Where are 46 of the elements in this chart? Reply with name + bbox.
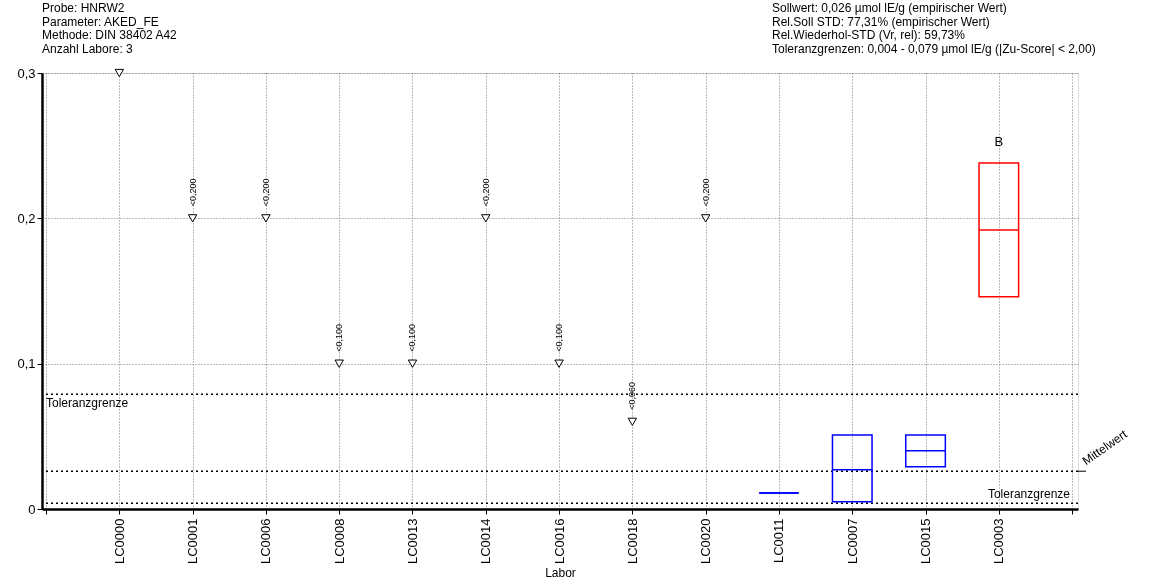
point [334,359,344,368]
data-label: <0,060 [627,382,638,410]
ref-line-label: Toleranzgrenze [987,487,1071,502]
y-tick-label: 0,1 [17,356,36,372]
x-tick-label: LC0014 [478,518,494,565]
text: Anzahl Labore: 3 [42,41,134,56]
data-label: <0,200 [260,178,271,207]
y-tick-label: 0,2 [17,210,36,226]
x-tick-label: LC0008 [331,518,347,565]
text: Toleranzgrenzen: 0,004 - 0,079 µmol lE/g (|Zu-Score| < 2,00) [772,41,1096,56]
x-tick-label: LC0003 [991,518,1007,565]
point [554,359,564,368]
annotation: B [994,134,1004,150]
point [261,214,271,223]
data-label: <0,200 [187,178,198,207]
point [627,417,638,426]
text: Methode: DIN 38402 A42 [42,28,178,42]
x-tick-label: LC0000 [111,518,127,565]
data-label: <0,200 [700,178,711,207]
x-tick-label: LC0015 [918,518,934,565]
point [700,214,711,223]
x-tick-label: LC0016 [551,518,567,565]
text: Sollwert: 0,026 µmol lE/g (empirischer Wert) [772,1,1007,15]
y-tick-label: 0 [28,501,36,517]
x-axis-title: Labor [545,566,576,581]
point [187,214,198,223]
x-tick-label: LC0001 [185,518,201,565]
x-tick-label: LC0011 [771,518,787,564]
data-label: <0,100 [334,323,345,352]
x-tick-label: LC0020 [698,518,714,565]
x-tick-label: LC0013 [405,518,420,565]
x-tick-label: LC0006 [258,518,274,565]
point [407,359,418,368]
text: Probe: HNRW2 [42,1,125,15]
point [114,68,125,78]
ref-line-label: Toleranzgrenze [46,396,129,411]
text: Rel.Wiederhol-STD (Vr, rel): 59,73% [772,28,966,42]
y-tick-label: 0,3 [17,65,36,81]
text: Rel.Soll STD: 77,31% (empirischer Wert) [772,14,990,29]
point [481,214,491,223]
x-tick-label: LC0007 [844,518,860,565]
x-tick-label: LC0018 [624,518,640,565]
data-label: <0,100 [407,323,418,352]
data-label: <0,100 [554,323,565,352]
text: Parameter: AKED_FE [42,14,159,29]
data-label: <0,200 [480,178,491,207]
